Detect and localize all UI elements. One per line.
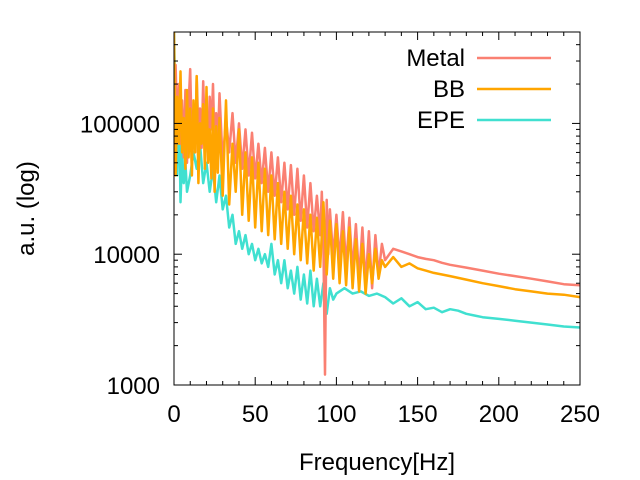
legend: Metal BB EPE — [406, 45, 551, 134]
x-axis-title: Frequency[Hz] — [299, 449, 455, 476]
x-tick-label: 0 — [167, 401, 180, 428]
y-tick-label: 100000 — [80, 111, 160, 138]
plot-area — [174, 32, 580, 376]
plot-frame — [173, 31, 581, 386]
series-line-epe — [174, 32, 580, 329]
y-tick-label: 10000 — [93, 242, 160, 269]
legend-label-bb: BB — [433, 76, 465, 103]
y-axis-title: a.u. (log) — [13, 161, 40, 256]
y-tick-label: 1000 — [107, 373, 160, 400]
x-tick-label: 150 — [398, 401, 438, 428]
legend-label-metal: Metal — [406, 45, 465, 72]
axis-ticks: 0 50 100 150 200 250 1000 10000 100000 — [80, 32, 600, 428]
x-tick-label: 250 — [560, 401, 600, 428]
series-line-metal — [174, 63, 580, 376]
legend-label-epe: EPE — [417, 107, 465, 134]
x-tick-label: 100 — [316, 401, 356, 428]
x-tick-label: 50 — [242, 401, 269, 428]
series-line-bb — [174, 32, 580, 299]
x-tick-label: 200 — [479, 401, 519, 428]
